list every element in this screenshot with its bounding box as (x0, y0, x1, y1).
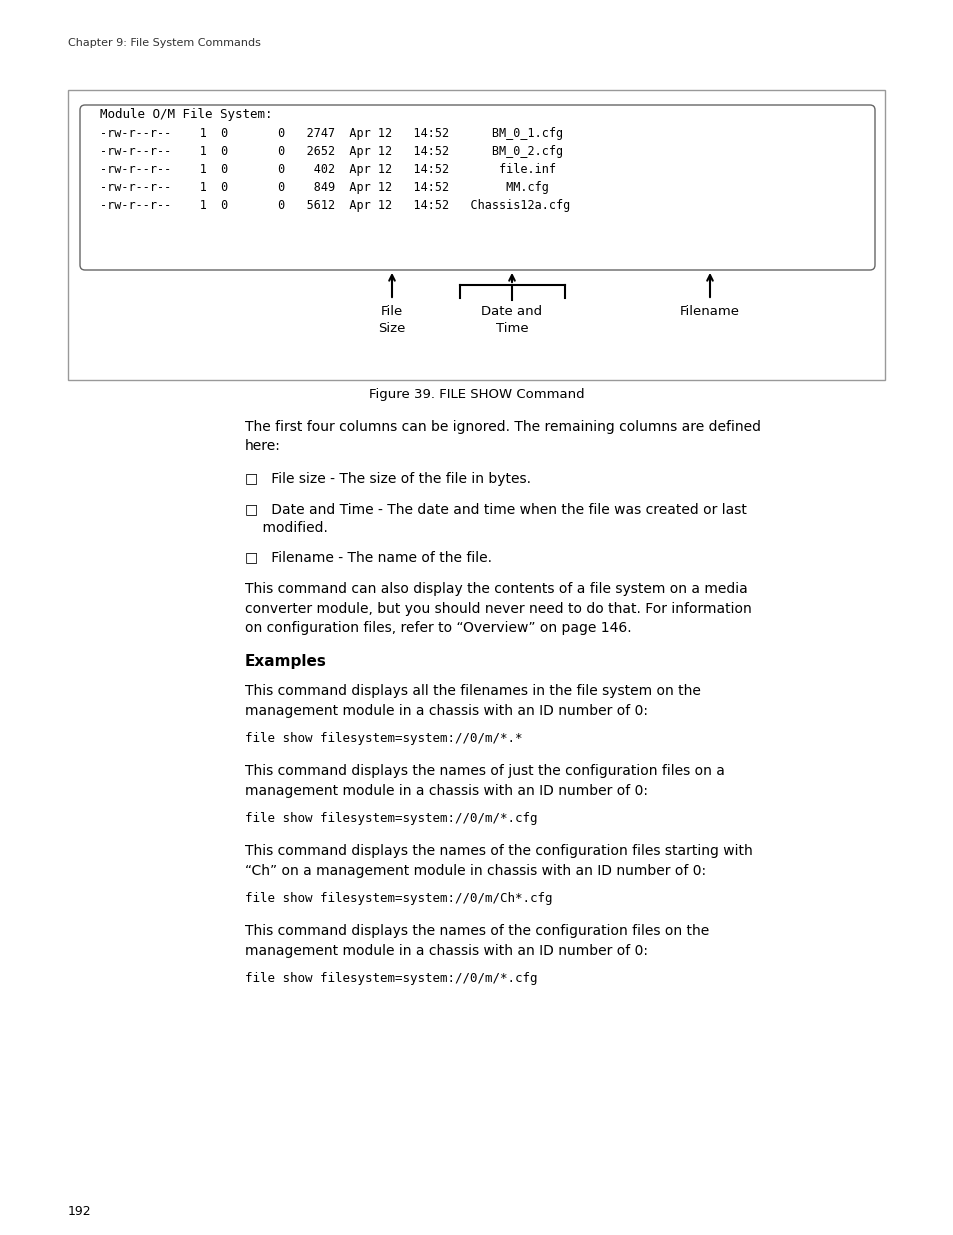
Text: -rw-r--r--    1  0       0   2652  Apr 12   14:52      BM_0_2.cfg: -rw-r--r-- 1 0 0 2652 Apr 12 14:52 BM_0_… (100, 144, 562, 158)
Text: -rw-r--r--    1  0       0   2747  Apr 12   14:52      BM_0_1.cfg: -rw-r--r-- 1 0 0 2747 Apr 12 14:52 BM_0_… (100, 127, 562, 140)
Text: □   Filename - The name of the file.: □ Filename - The name of the file. (245, 550, 492, 564)
Text: file show filesystem=system://0/m/Ch*.cfg: file show filesystem=system://0/m/Ch*.cf… (245, 892, 552, 905)
FancyBboxPatch shape (80, 105, 874, 270)
Text: This command displays all the filenames in the file system on the
management mod: This command displays all the filenames … (245, 684, 700, 718)
Text: □   Date and Time - The date and time when the file was created or last
    modi: □ Date and Time - The date and time when… (245, 501, 746, 536)
Text: Date and
Time: Date and Time (481, 305, 542, 335)
Text: -rw-r--r--    1  0       0    849  Apr 12   14:52        MM.cfg: -rw-r--r-- 1 0 0 849 Apr 12 14:52 MM.cfg (100, 182, 548, 194)
Bar (68, 90, 884, 380)
Text: Chapter 9: File System Commands: Chapter 9: File System Commands (68, 38, 260, 48)
Text: file show filesystem=system://0/m/*.cfg: file show filesystem=system://0/m/*.cfg (245, 811, 537, 825)
Text: This command displays the names of the configuration files starting with
“Ch” on: This command displays the names of the c… (245, 844, 752, 878)
Text: This command displays the names of the configuration files on the
management mod: This command displays the names of the c… (245, 924, 708, 957)
Text: Filename: Filename (679, 305, 740, 317)
Text: 192: 192 (68, 1205, 91, 1218)
Text: The first four columns can be ignored. The remaining columns are defined
here:: The first four columns can be ignored. T… (245, 420, 760, 453)
Text: file show filesystem=system://0/m/*.cfg: file show filesystem=system://0/m/*.cfg (245, 972, 537, 986)
Text: Module O/M File System:: Module O/M File System: (100, 107, 273, 121)
Text: This command can also display the contents of a file system on a media
converter: This command can also display the conten… (245, 582, 751, 635)
Text: Figure 39. FILE SHOW Command: Figure 39. FILE SHOW Command (369, 388, 584, 401)
Text: Examples: Examples (245, 655, 327, 669)
Text: □   File size - The size of the file in bytes.: □ File size - The size of the file in by… (245, 472, 531, 487)
Text: This command displays the names of just the configuration files on a
management : This command displays the names of just … (245, 764, 724, 798)
Text: -rw-r--r--    1  0       0   5612  Apr 12   14:52   Chassis12a.cfg: -rw-r--r-- 1 0 0 5612 Apr 12 14:52 Chass… (100, 199, 570, 212)
Text: -rw-r--r--    1  0       0    402  Apr 12   14:52       file.inf: -rw-r--r-- 1 0 0 402 Apr 12 14:52 file.i… (100, 163, 556, 177)
Text: File
Size: File Size (378, 305, 405, 335)
Text: file show filesystem=system://0/m/*.*: file show filesystem=system://0/m/*.* (245, 732, 522, 745)
